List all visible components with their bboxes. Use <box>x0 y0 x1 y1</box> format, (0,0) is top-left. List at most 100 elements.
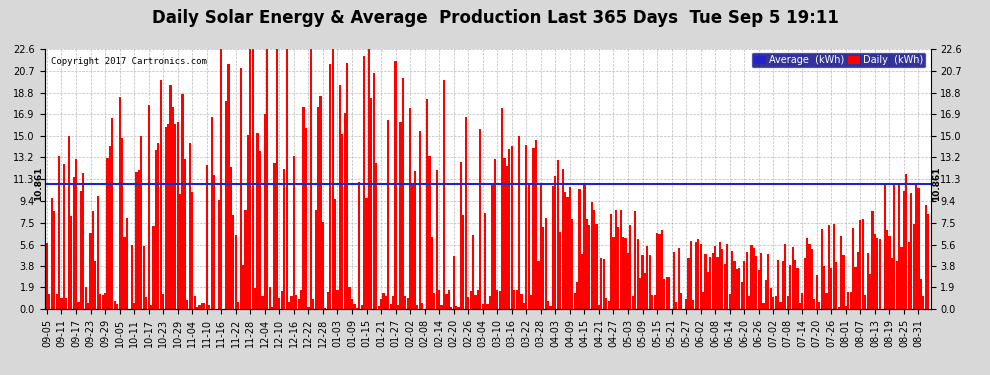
Bar <box>342 134 344 309</box>
Bar <box>404 296 406 309</box>
Bar <box>233 215 235 309</box>
Bar <box>174 124 176 309</box>
Bar <box>792 247 794 309</box>
Bar <box>412 184 414 309</box>
Bar <box>176 122 179 309</box>
Bar <box>119 97 121 309</box>
Bar <box>325 308 327 309</box>
Bar <box>755 256 757 309</box>
Bar <box>196 307 198 309</box>
Bar <box>276 49 278 309</box>
Bar <box>530 295 533 309</box>
Bar <box>491 184 493 309</box>
Bar <box>228 64 230 309</box>
Bar <box>598 306 600 309</box>
Bar <box>67 136 70 309</box>
Bar <box>796 268 799 309</box>
Bar <box>538 261 540 309</box>
Bar <box>375 163 377 309</box>
Bar <box>901 247 903 309</box>
Bar <box>247 135 249 309</box>
Bar <box>80 190 82 309</box>
Bar <box>653 295 655 309</box>
Bar <box>620 210 622 309</box>
Bar <box>164 127 166 309</box>
Bar <box>523 303 525 309</box>
Bar <box>702 292 704 309</box>
Bar <box>407 298 409 309</box>
Bar <box>146 297 148 309</box>
Bar <box>397 305 399 309</box>
Bar <box>482 304 484 309</box>
Bar <box>346 63 348 309</box>
Bar <box>685 298 687 309</box>
Bar <box>528 184 530 309</box>
Bar <box>852 228 854 309</box>
Bar <box>573 293 576 309</box>
Bar <box>293 156 295 309</box>
Bar <box>339 86 341 309</box>
Bar <box>303 108 305 309</box>
Bar <box>613 237 615 309</box>
Bar <box>261 296 263 309</box>
Bar <box>561 168 563 309</box>
Bar <box>804 258 806 309</box>
Bar <box>809 244 811 309</box>
Bar <box>831 268 833 309</box>
Bar <box>712 253 714 309</box>
Bar <box>194 296 196 309</box>
Bar <box>799 303 801 309</box>
Bar <box>765 280 767 309</box>
Bar <box>94 261 96 309</box>
Bar <box>447 290 449 309</box>
Bar <box>496 290 498 309</box>
Bar <box>656 233 658 309</box>
Bar <box>429 156 431 309</box>
Bar <box>898 184 900 309</box>
Bar <box>818 302 821 309</box>
Bar <box>828 225 830 309</box>
Bar <box>678 248 680 309</box>
Bar <box>46 243 49 309</box>
Bar <box>149 305 152 309</box>
Bar <box>905 174 908 309</box>
Bar <box>268 287 271 309</box>
Bar <box>593 210 595 309</box>
Bar <box>469 291 471 309</box>
Bar <box>680 293 682 309</box>
Bar <box>455 306 457 309</box>
Bar <box>576 282 578 309</box>
Bar <box>474 295 476 309</box>
Bar <box>409 108 411 309</box>
Bar <box>242 264 245 309</box>
Bar <box>635 211 637 309</box>
Bar <box>159 81 161 309</box>
Bar <box>363 56 365 309</box>
Bar <box>583 185 585 309</box>
Bar <box>774 296 777 309</box>
Bar <box>104 292 106 309</box>
Bar <box>516 290 518 309</box>
Bar <box>348 287 350 309</box>
Bar <box>675 302 677 309</box>
Bar <box>741 282 742 309</box>
Bar <box>707 272 709 309</box>
Bar <box>724 264 726 309</box>
Bar <box>554 177 556 309</box>
Bar <box>332 49 334 309</box>
Bar <box>245 210 247 309</box>
Bar <box>416 305 419 309</box>
Bar <box>438 290 441 309</box>
Bar <box>757 270 759 309</box>
Bar <box>923 297 925 309</box>
Bar <box>399 122 402 309</box>
Bar <box>300 291 302 309</box>
Bar <box>382 293 384 309</box>
Bar <box>443 80 446 309</box>
Bar <box>249 49 251 309</box>
Bar <box>861 219 864 309</box>
Bar <box>467 297 469 309</box>
Bar <box>692 300 694 309</box>
Bar <box>859 220 861 309</box>
Bar <box>717 257 719 309</box>
